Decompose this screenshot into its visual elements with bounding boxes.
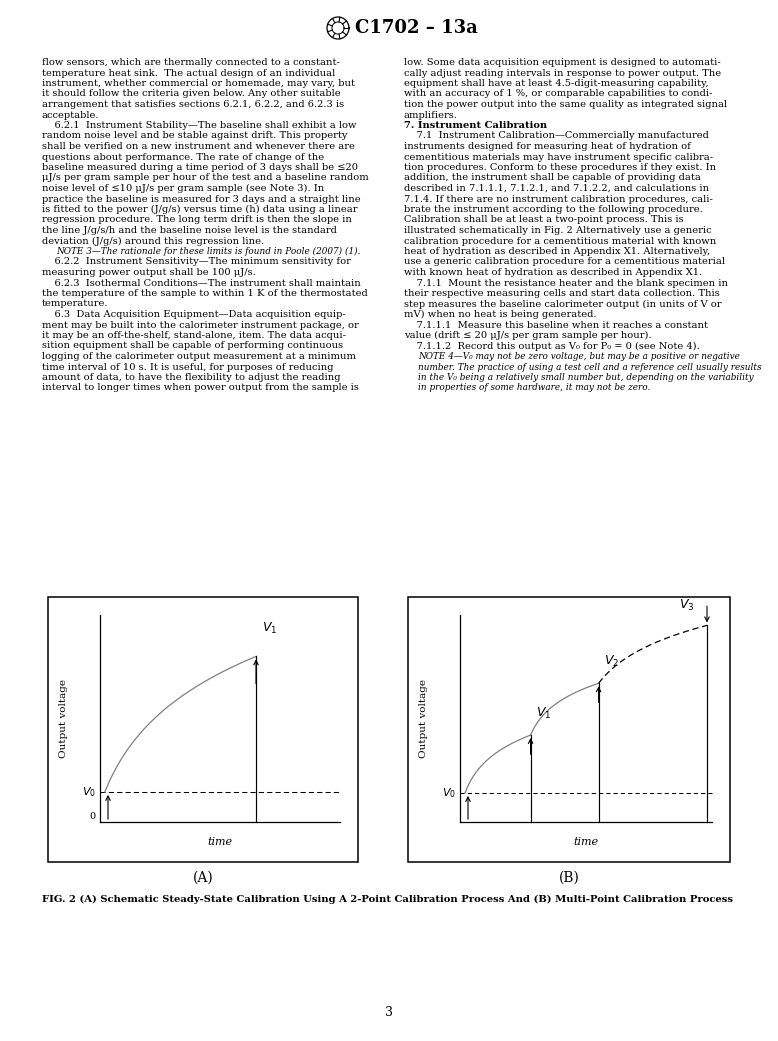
Text: equipment shall have at least 4.5-digit-measuring capability,: equipment shall have at least 4.5-digit-…	[404, 79, 709, 88]
Text: illustrated schematically in Fig. 2 Alternatively use a generic: illustrated schematically in Fig. 2 Alte…	[404, 226, 712, 235]
Text: $V_2$: $V_2$	[604, 654, 619, 669]
Text: deviation (J/g/s) around this regression line.: deviation (J/g/s) around this regression…	[42, 236, 264, 246]
Bar	[408, 596, 730, 862]
Text: step measures the baseline calorimeter output (in units of V or: step measures the baseline calorimeter o…	[404, 300, 721, 308]
Text: NOTE 3—The rationale for these limits is found in Poole (2007) (1).: NOTE 3—The rationale for these limits is…	[56, 247, 360, 256]
Text: amount of data, to have the flexibility to adjust the reading: amount of data, to have the flexibility …	[42, 373, 341, 382]
Text: 6.3  Data Acquisition Equipment—Data acquisition equip-: 6.3 Data Acquisition Equipment—Data acqu…	[42, 310, 345, 319]
Text: in properties of some hardware, it may not be zero.: in properties of some hardware, it may n…	[418, 383, 650, 392]
Text: Output voltage: Output voltage	[59, 679, 68, 758]
Text: time: time	[573, 837, 598, 847]
Text: their respective measuring cells and start data collection. This: their respective measuring cells and sta…	[404, 289, 720, 298]
Text: 7.1.1.2  Record this output as V₀ for P₀ = 0 (see Note 4).: 7.1.1.2 Record this output as V₀ for P₀ …	[404, 341, 699, 351]
Text: time: time	[208, 837, 233, 847]
Text: noise level of ≤10 μJ/s per gram sample (see Note 3). In: noise level of ≤10 μJ/s per gram sample …	[42, 184, 324, 194]
Text: Calibration shall be at least a two-point process. This is: Calibration shall be at least a two-poin…	[404, 215, 684, 225]
Text: sition equipment shall be capable of performing continuous: sition equipment shall be capable of per…	[42, 341, 343, 351]
Text: heat of hydration as described in Appendix X1. Alternatively,: heat of hydration as described in Append…	[404, 247, 710, 256]
Text: brate the instrument according to the following procedure.: brate the instrument according to the fo…	[404, 205, 703, 214]
Text: instruments designed for measuring heat of hydration of: instruments designed for measuring heat …	[404, 142, 691, 151]
Text: practice the baseline is measured for 3 days and a straight line: practice the baseline is measured for 3 …	[42, 195, 361, 203]
Text: amplifiers.: amplifiers.	[404, 110, 458, 120]
Text: is fitted to the power (J/g/s) versus time (h) data using a linear: is fitted to the power (J/g/s) versus ti…	[42, 205, 358, 214]
Text: (B): (B)	[559, 871, 580, 885]
Text: 0: 0	[90, 812, 96, 821]
Text: with known heat of hydration as described in Appendix X1.: with known heat of hydration as describe…	[404, 268, 703, 277]
Text: 7. Instrument Calibration: 7. Instrument Calibration	[404, 121, 547, 130]
Text: (A): (A)	[193, 871, 213, 885]
Text: $V_0$: $V_0$	[442, 786, 456, 799]
Text: tion the power output into the same quality as integrated signal: tion the power output into the same qual…	[404, 100, 727, 109]
Text: 7.1.4. If there are no instrument calibration procedures, cali-: 7.1.4. If there are no instrument calibr…	[404, 195, 713, 203]
Text: 6.2.2  Instrument Sensitivity—The minimum sensitivity for: 6.2.2 Instrument Sensitivity—The minimum…	[42, 257, 351, 266]
Text: tion procedures. Conform to these procedures if they exist. In: tion procedures. Conform to these proced…	[404, 163, 716, 172]
Text: number. The practice of using a test cell and a reference cell usually results: number. The practice of using a test cel…	[418, 362, 762, 372]
Text: 6.2.1  Instrument Stability—The baseline shall exhibit a low: 6.2.1 Instrument Stability—The baseline …	[42, 121, 356, 130]
Text: regression procedure. The long term drift is then the slope in: regression procedure. The long term drif…	[42, 215, 352, 225]
Text: measuring power output shall be 100 μJ/s.: measuring power output shall be 100 μJ/s…	[42, 268, 256, 277]
Text: with an accuracy of 1 %, or comparable capabilities to condi-: with an accuracy of 1 %, or comparable c…	[404, 90, 713, 99]
Text: 7.1.1  Mount the resistance heater and the blank specimen in: 7.1.1 Mount the resistance heater and th…	[404, 279, 728, 287]
Text: described in 7.1.1.1, 7.1.2.1, and 7.1.2.2, and calculations in: described in 7.1.1.1, 7.1.2.1, and 7.1.2…	[404, 184, 709, 193]
Text: instrument, whether commercial or homemade, may vary, but: instrument, whether commercial or homema…	[42, 79, 355, 88]
Text: Output voltage: Output voltage	[419, 679, 429, 758]
Text: C1702 – 13a: C1702 – 13a	[355, 19, 478, 37]
Text: cally adjust reading intervals in response to power output. The: cally adjust reading intervals in respon…	[404, 69, 721, 77]
Text: cementitious materials may have instrument specific calibra-: cementitious materials may have instrume…	[404, 152, 713, 161]
Text: $V_1$: $V_1$	[262, 620, 277, 636]
Text: 7.1  Instrument Calibration—Commercially manufactured: 7.1 Instrument Calibration—Commercially …	[404, 131, 709, 141]
Text: acceptable.: acceptable.	[42, 110, 100, 120]
Text: questions about performance. The rate of change of the: questions about performance. The rate of…	[42, 152, 324, 161]
Text: NOTE 4—V₀ may not be zero voltage, but may be a positive or negative: NOTE 4—V₀ may not be zero voltage, but m…	[418, 352, 740, 361]
Bar	[48, 596, 358, 862]
Text: shall be verified on a new instrument and whenever there are: shall be verified on a new instrument an…	[42, 142, 355, 151]
Text: use a generic calibration procedure for a cementitious material: use a generic calibration procedure for …	[404, 257, 725, 266]
Text: 7.1.1.1  Measure this baseline when it reaches a constant: 7.1.1.1 Measure this baseline when it re…	[404, 321, 708, 330]
Text: it should follow the criteria given below. Any other suitable: it should follow the criteria given belo…	[42, 90, 341, 99]
Text: the temperature of the sample to within 1 K of the thermostated: the temperature of the sample to within …	[42, 289, 368, 298]
Text: temperature heat sink.  The actual design of an individual: temperature heat sink. The actual design…	[42, 69, 335, 77]
Text: FIG. 2 (A) Schematic Steady-State Calibration Using A 2-Point Calibration Proces: FIG. 2 (A) Schematic Steady-State Calibr…	[42, 895, 733, 905]
Text: interval to longer times when power output from the sample is: interval to longer times when power outp…	[42, 383, 359, 392]
Text: baseline measured during a time period of 3 days shall be ≤20: baseline measured during a time period o…	[42, 163, 358, 172]
Text: flow sensors, which are thermally connected to a constant-: flow sensors, which are thermally connec…	[42, 58, 340, 67]
Text: ment may be built into the calorimeter instrument package, or: ment may be built into the calorimeter i…	[42, 321, 359, 330]
Text: $V_3$: $V_3$	[679, 598, 695, 613]
Text: 3: 3	[385, 1006, 393, 1018]
Text: mV) when no heat is being generated.: mV) when no heat is being generated.	[404, 310, 597, 320]
Text: arrangement that satisfies sections 6.2.1, 6.2.2, and 6.2.3 is: arrangement that satisfies sections 6.2.…	[42, 100, 344, 109]
Text: temperature.: temperature.	[42, 300, 108, 308]
Text: calibration procedure for a cementitious material with known: calibration procedure for a cementitious…	[404, 236, 717, 246]
Text: logging of the calorimeter output measurement at a minimum: logging of the calorimeter output measur…	[42, 352, 356, 361]
Text: it may be an off-the-shelf, stand-alone, item. The data acqui-: it may be an off-the-shelf, stand-alone,…	[42, 331, 346, 340]
Text: $V_0$: $V_0$	[82, 785, 96, 798]
Text: in the V₀ being a relatively small number but, depending on the variability: in the V₀ being a relatively small numbe…	[418, 373, 754, 382]
Text: low. Some data acquisition equipment is designed to automati-: low. Some data acquisition equipment is …	[404, 58, 720, 67]
Text: value (drift ≤ 20 μJ/s per gram sample per hour).: value (drift ≤ 20 μJ/s per gram sample p…	[404, 331, 652, 340]
Text: random noise level and be stable against drift. This property: random noise level and be stable against…	[42, 131, 348, 141]
Text: $V_1$: $V_1$	[535, 706, 551, 720]
Text: the line J/g/s/h and the baseline noise level is the standard: the line J/g/s/h and the baseline noise …	[42, 226, 337, 235]
Text: addition, the instrument shall be capable of providing data: addition, the instrument shall be capabl…	[404, 174, 701, 182]
Text: 6.2.3  Isothermal Conditions—The instrument shall maintain: 6.2.3 Isothermal Conditions—The instrume…	[42, 279, 361, 287]
Text: μJ/s per gram sample per hour of the test and a baseline random: μJ/s per gram sample per hour of the tes…	[42, 174, 369, 182]
Text: time interval of 10 s. It is useful, for purposes of reducing: time interval of 10 s. It is useful, for…	[42, 362, 334, 372]
